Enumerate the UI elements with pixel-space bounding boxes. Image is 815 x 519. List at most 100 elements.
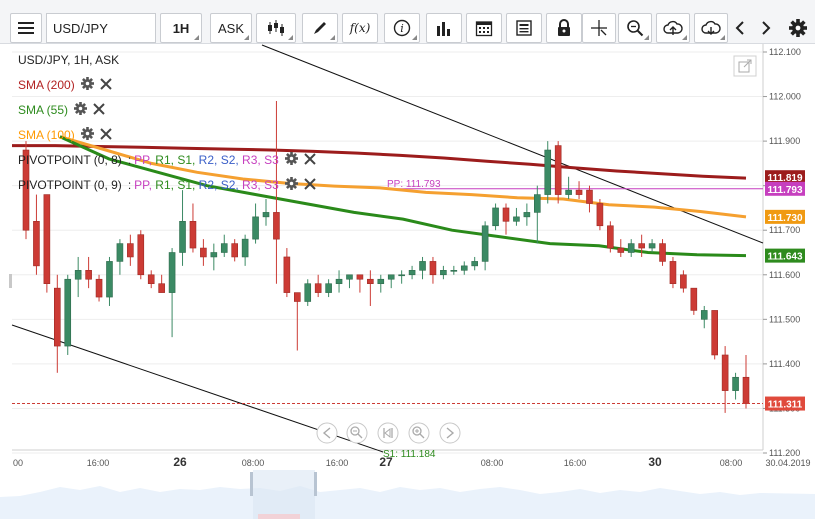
gear-icon[interactable] [284,152,298,168]
candle[interactable] [534,185,541,244]
scroll-right-button[interactable] [754,13,778,43]
indicator-pivot-0-9[interactable]: PIVOTPOINT (0, 9) : PP, R1, S1, R2, S2, … [18,177,316,193]
close-icon[interactable] [304,152,316,168]
candle[interactable] [575,181,583,200]
candle[interactable] [241,234,249,266]
candle[interactable] [147,270,155,289]
candle[interactable] [346,274,353,289]
candle[interactable] [22,141,30,240]
candle[interactable] [33,194,40,275]
time-axis[interactable]: 00 16:00 26 08:00 16:00 27 08:00 16:00 30 08:00 30… [13,455,811,469]
candle[interactable] [377,274,385,293]
candle[interactable] [648,239,656,253]
candle[interactable] [262,199,270,226]
navigator-scrollbar[interactable] [258,514,300,519]
gear-icon[interactable] [80,77,94,93]
close-icon[interactable] [99,127,112,143]
candle[interactable] [387,274,395,289]
candle[interactable] [680,270,687,293]
candle[interactable] [294,292,301,351]
lock-button[interactable] [546,13,582,43]
candle[interactable] [283,248,291,298]
indicator-pivot-0-8[interactable]: PIVOTPOINT (0, 8) : PP, R1, S1, R2, S2, … [18,152,316,168]
navigator-handle-left[interactable] [250,472,253,496]
gear-icon[interactable] [80,127,94,143]
timeframe-select[interactable]: 1H [160,13,202,43]
candle[interactable] [617,239,625,257]
navigator-window[interactable] [253,470,315,519]
candle[interactable] [544,141,552,204]
info-button[interactable]: i [384,13,420,43]
cloud-upload-button[interactable] [656,13,690,43]
indicator-sma-100[interactable]: SMA (100) [18,127,112,143]
zoom-in-button[interactable] [408,422,430,444]
candle[interactable] [659,239,666,266]
candle[interactable] [492,203,499,231]
candle[interactable] [638,234,645,257]
gear-icon[interactable] [284,177,298,193]
reset-zoom-button[interactable] [377,422,399,444]
zoom-button[interactable] [618,13,652,43]
candle[interactable] [721,346,729,413]
candle[interactable] [523,203,531,226]
candle[interactable] [732,372,739,400]
indicator-sma-200[interactable]: SMA (200) [18,77,112,93]
zoom-out-button[interactable] [346,422,368,444]
candle[interactable] [210,243,218,271]
candle[interactable] [356,274,364,293]
candle[interactable] [54,274,61,373]
close-icon[interactable] [304,177,316,193]
candle[interactable] [607,221,614,253]
candle[interactable] [106,256,113,306]
candle[interactable] [554,141,562,204]
candle[interactable] [325,279,332,298]
candle[interactable] [189,203,197,253]
scroll-left-button[interactable] [728,13,752,43]
symbol-input[interactable] [46,13,156,43]
price-chart[interactable]: 112.100112.000111.900111.800111.700111.6… [0,44,815,470]
candle[interactable] [440,265,447,280]
candle[interactable] [231,239,238,262]
navigator-panel[interactable] [0,470,815,519]
candle[interactable] [200,239,207,266]
candle[interactable] [596,199,604,231]
candle[interactable] [116,239,124,275]
candle[interactable] [137,230,145,280]
candle[interactable] [304,279,312,306]
candle[interactable] [335,270,343,293]
left-resize-handle[interactable] [9,274,12,288]
candle[interactable] [220,234,228,257]
candle[interactable] [481,221,489,271]
calendar-button[interactable] [466,13,502,43]
candle[interactable] [179,190,186,266]
sma-200-line[interactable] [12,144,747,180]
candle[interactable] [471,256,478,271]
candle[interactable] [95,274,103,302]
candle[interactable] [408,265,416,280]
candle[interactable] [74,256,82,298]
close-icon[interactable] [99,77,112,93]
popout-button[interactable] [733,55,757,77]
candle[interactable] [700,305,708,329]
candle[interactable] [460,261,468,275]
candle[interactable] [367,270,374,306]
nav-forward-button[interactable] [439,422,461,444]
candle[interactable] [398,270,405,284]
menu-button[interactable] [10,13,42,43]
candle[interactable] [513,207,520,226]
candle[interactable] [627,239,635,257]
candle[interactable] [502,203,510,235]
indicator-sma-55[interactable]: SMA (55) [18,102,105,118]
candle[interactable] [586,185,593,213]
candle[interactable] [690,287,698,315]
crosshair-button[interactable] [582,13,616,43]
candle[interactable] [419,256,426,280]
candle[interactable] [64,274,72,355]
candle[interactable] [252,203,259,244]
price-type-select[interactable]: ASK [210,13,252,43]
candle[interactable] [273,101,280,284]
draw-tool-button[interactable] [302,13,338,43]
candle[interactable] [711,310,718,360]
candle[interactable] [742,354,750,409]
settings-button[interactable] [784,13,812,43]
